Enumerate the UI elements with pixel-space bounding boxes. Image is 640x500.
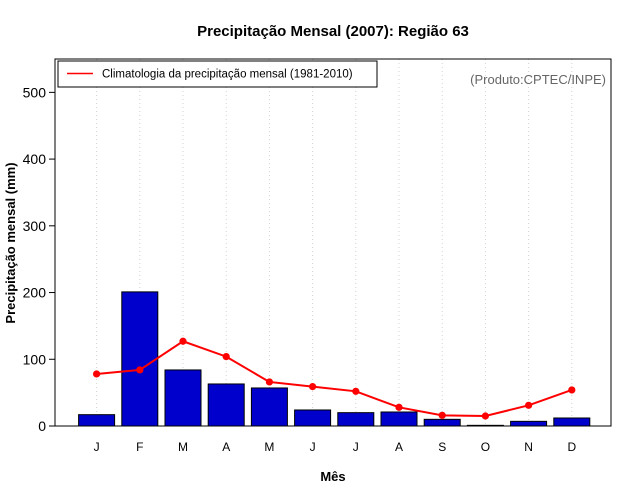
- x-tick-label: A: [222, 440, 230, 454]
- x-tick-label: M: [264, 440, 274, 454]
- bar-10: [510, 420, 548, 427]
- climatology-point-0: [93, 370, 101, 378]
- climatology-point-3: [222, 353, 230, 361]
- chart-title: Precipitação Mensal (2007): Região 63: [197, 23, 469, 40]
- bar-6: [337, 412, 375, 427]
- y-tick-label: 200: [23, 285, 47, 301]
- legend-box: [57, 60, 378, 88]
- bar-3: [207, 383, 245, 427]
- climatology-point-10: [525, 401, 533, 409]
- bar-11: [553, 417, 591, 427]
- y-axis: 0 100 200 300 400 500: [23, 84, 55, 434]
- x-tick-label: M: [178, 440, 188, 454]
- bar-1: [121, 291, 159, 427]
- bar-4: [250, 387, 288, 427]
- climatology-line: [96, 340, 573, 417]
- legend: Climatologia da precipitação mensal (198…: [57, 60, 378, 88]
- x-tick-label: F: [136, 440, 143, 454]
- y-axis-label: Precipitação mensal (mm): [3, 162, 18, 323]
- product-annotation: (Produto:CPTEC/INPE): [470, 72, 606, 87]
- climatology-line-series: [93, 337, 576, 420]
- bar-7: [380, 411, 418, 427]
- legend-label: Climatologia da precipitação mensal (198…: [102, 69, 353, 81]
- x-tick-label: N: [524, 440, 533, 454]
- climatology-point-7: [395, 403, 403, 411]
- y-tick-label: 400: [23, 151, 47, 167]
- climatology-point-2: [179, 337, 187, 345]
- x-tick-label: A: [395, 440, 403, 454]
- y-tick-label: 300: [23, 218, 47, 234]
- x-tick-label: D: [567, 440, 576, 454]
- bar-8: [423, 418, 461, 427]
- climatology-point-9: [481, 412, 489, 420]
- climatology-point-4: [265, 378, 273, 386]
- bar-5: [294, 409, 332, 427]
- plot-area-frame: [54, 58, 612, 427]
- climatology-point-8: [438, 411, 446, 419]
- climatology-point-6: [352, 387, 360, 395]
- bar-2: [164, 369, 202, 427]
- bar-0: [78, 414, 116, 427]
- climatology-point-1: [136, 366, 144, 374]
- x-tick-label: J: [310, 440, 316, 454]
- y-tick-label: 100: [23, 351, 47, 367]
- x-tick-label: J: [94, 440, 100, 454]
- x-tick-label: J: [353, 440, 359, 454]
- y-tick-label: 0: [38, 418, 46, 434]
- x-tick-label: S: [438, 440, 446, 454]
- climatology-point-5: [309, 383, 317, 391]
- x-axis-label: Mês: [320, 469, 345, 484]
- climatology-point-11: [568, 386, 576, 394]
- y-tick-label: 500: [23, 84, 47, 100]
- x-tick-label: O: [481, 440, 490, 454]
